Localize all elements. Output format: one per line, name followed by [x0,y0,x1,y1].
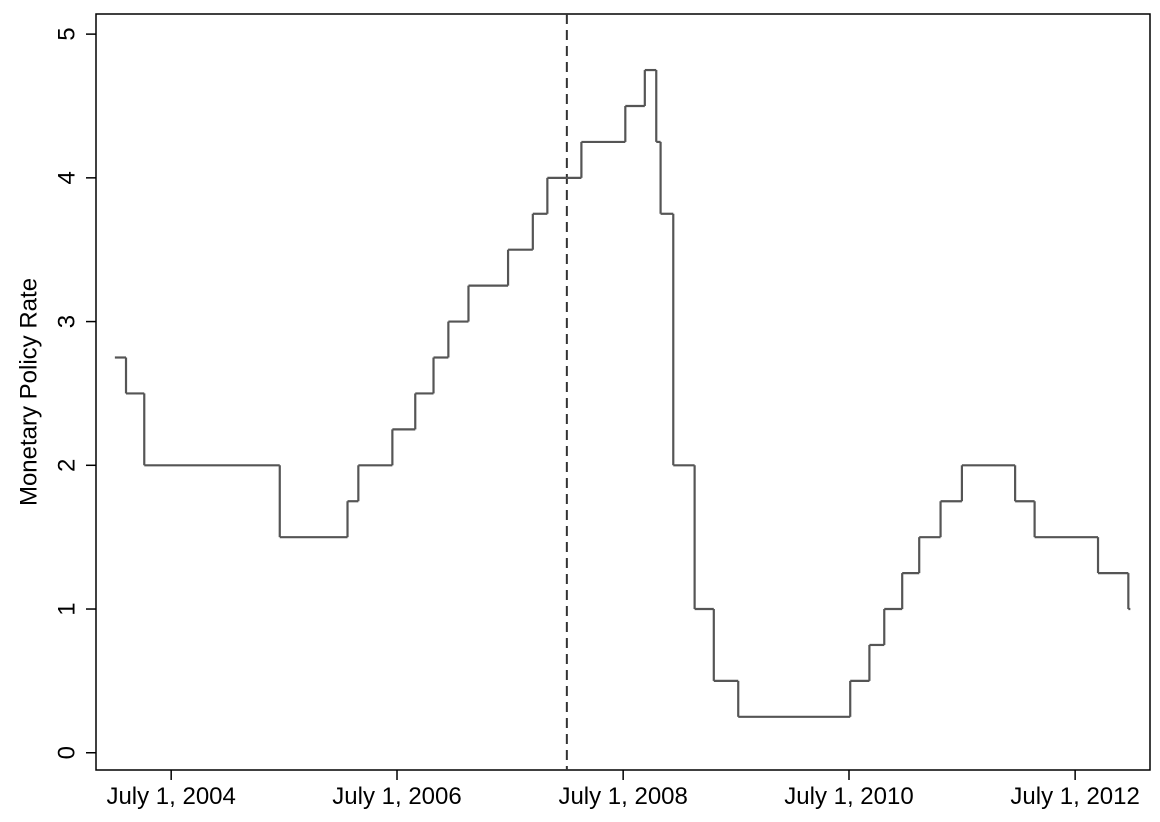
x-tick-label: July 1, 2006 [332,783,461,810]
y-tick-label: 5 [53,27,80,40]
y-tick-label: 4 [53,171,80,184]
y-tick-label: 2 [53,459,80,472]
y-tick-label: 1 [53,602,80,615]
plot-frame [95,13,1151,771]
y-tick-label: 0 [53,746,80,759]
x-tick-label: July 1, 2004 [106,783,235,810]
x-tick-label: July 1, 2012 [1010,783,1139,810]
x-tick-label: July 1, 2010 [784,783,913,810]
y-axis-title: Monetary Policy Rate [15,278,42,506]
y-tick-label: 3 [53,315,80,328]
x-tick-label: July 1, 2008 [558,783,687,810]
